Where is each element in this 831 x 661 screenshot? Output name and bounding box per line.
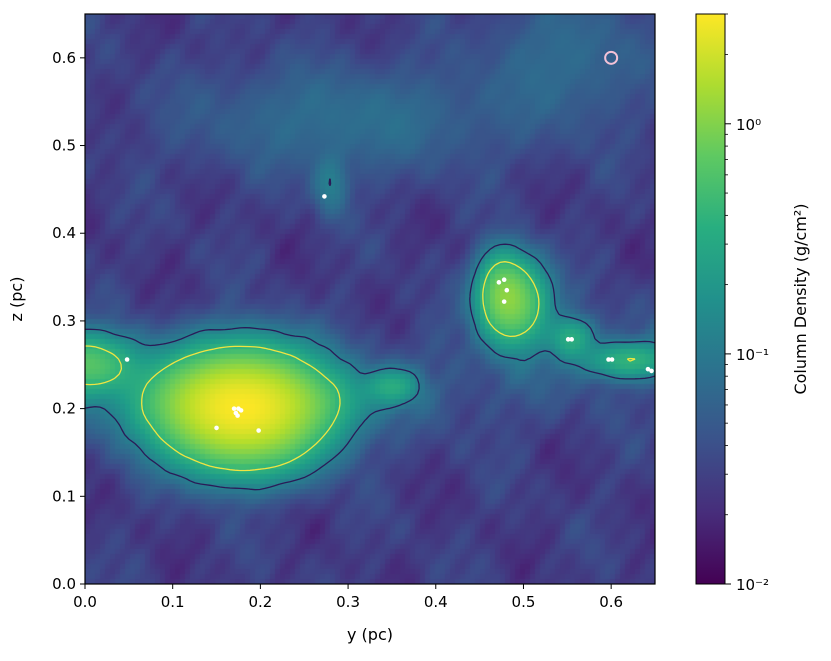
- colorbar-tick-label: 10⁻¹: [736, 346, 769, 364]
- y-tick-label: 0.5: [52, 137, 76, 155]
- plot-frame: [84, 13, 656, 585]
- sink-particle: [645, 366, 651, 372]
- sink-particle: [504, 287, 510, 293]
- y-tick-label: 0.2: [52, 400, 76, 418]
- x-tick-label: 0.4: [424, 593, 448, 611]
- colorbar-gradient: [695, 13, 726, 585]
- y-axis-label: z (pc): [7, 277, 26, 322]
- x-tick-label: 0.5: [512, 593, 536, 611]
- sink-particle: [322, 194, 327, 199]
- x-tick-label: 0.3: [336, 593, 360, 611]
- x-tick-label: 0.0: [73, 593, 97, 611]
- x-tick-label: 0.2: [248, 593, 272, 611]
- x-tick-label: 0.6: [599, 593, 623, 611]
- sink-particle: [609, 357, 615, 362]
- contour-outer: [85, 178, 655, 491]
- sink-particle: [238, 408, 244, 413]
- density-map: [85, 14, 655, 584]
- y-tick-label: 0.1: [52, 487, 76, 505]
- sink-particle: [501, 277, 507, 283]
- x-axis: 0.0 0.1 0.2 0.3 0.4 0.5 0.6: [73, 584, 623, 611]
- x-tick-label: 0.1: [161, 593, 185, 611]
- sink-particle: [606, 357, 611, 362]
- sink-particle: [124, 357, 130, 362]
- colorbar-tick-label: 10⁰: [736, 116, 761, 134]
- contour-layer: [85, 178, 655, 491]
- y-tick-label: 0.0: [52, 575, 76, 593]
- x-axis-label: y (pc): [347, 625, 393, 644]
- sink-particle: [569, 337, 574, 342]
- sink-particle: [256, 428, 261, 433]
- sink-particle: [565, 337, 571, 342]
- sink-particle: [231, 406, 237, 411]
- sink-particle: [214, 425, 219, 431]
- colorbar-label: Column Density (g/cm²): [791, 203, 810, 394]
- sink-particle: [501, 299, 507, 304]
- colorbar-tick-label: 10⁻²: [736, 576, 769, 594]
- contour-inner: [85, 261, 636, 472]
- y-axis: 0.0 0.1 0.2 0.3 0.4 0.5 0.6: [52, 49, 85, 593]
- sink-particle: [235, 413, 240, 418]
- sink-particles: [124, 194, 654, 433]
- colorbar: 10⁻² 10⁻¹ 10⁰ Column Density (g/cm²): [695, 13, 810, 594]
- marker-circle: [604, 50, 619, 65]
- heatmap-area: [84, 13, 656, 585]
- y-tick-label: 0.4: [52, 224, 76, 242]
- y-tick-label: 0.3: [52, 312, 76, 330]
- y-tick-label: 0.6: [52, 49, 76, 67]
- sink-particle: [649, 368, 654, 374]
- colorbar-ticks: 10⁻² 10⁻¹ 10⁰: [725, 13, 769, 594]
- sink-particle: [496, 280, 502, 285]
